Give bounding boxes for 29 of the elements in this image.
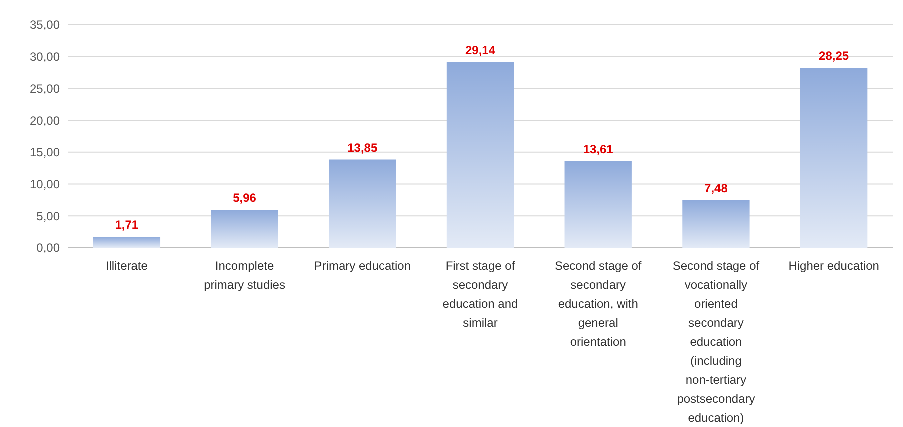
y-tick-label: 35,00 xyxy=(30,18,60,32)
data-label: 29,14 xyxy=(465,43,496,58)
x-tick-label: Second stage of secondary education, with general orientation xyxy=(554,259,642,349)
x-tick-label: Illiterate xyxy=(106,259,148,273)
data-label: 28,25 xyxy=(819,49,850,64)
data-label: 13,85 xyxy=(348,140,378,155)
bar xyxy=(329,160,396,248)
y-tick-label: 10,00 xyxy=(30,177,60,192)
bar xyxy=(93,237,161,248)
bar xyxy=(211,210,278,248)
y-tick-label: 25,00 xyxy=(30,82,60,96)
y-tick-label: 0,00 xyxy=(36,241,60,256)
bar xyxy=(564,161,632,248)
y-tick-label: 5,00 xyxy=(36,209,60,224)
category-label: Second stage of vocationally oriented secondary education (including non-tertiary postsecondary education) xyxy=(672,259,760,425)
bar xyxy=(682,200,750,248)
x-tick-label: Primary education xyxy=(314,259,411,273)
x-tick-label: Incomplete primary studies xyxy=(204,259,286,292)
y-tick-label: 30,00 xyxy=(30,50,60,64)
bar xyxy=(800,68,868,248)
data-label: 7,48 xyxy=(704,181,728,196)
data-label: 1,71 xyxy=(115,218,139,232)
x-tick-label: Higher education xyxy=(788,259,880,273)
y-tick-label: 20,00 xyxy=(30,114,60,128)
x-tick-label: First stage of secondary education and similar xyxy=(442,259,518,330)
bar xyxy=(446,62,514,248)
y-tick-label: 15,00 xyxy=(30,146,60,160)
data-label: 5,96 xyxy=(233,191,257,206)
data-label: 13,61 xyxy=(583,142,614,156)
